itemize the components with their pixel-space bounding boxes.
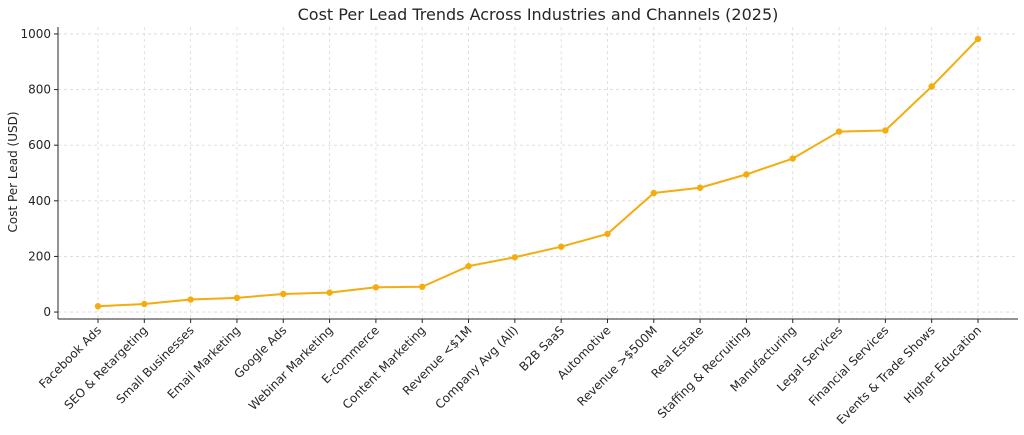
x-tick-label: Financial Services (806, 323, 892, 409)
data-point (326, 289, 333, 296)
data-point (604, 230, 611, 238)
data-point (280, 290, 287, 298)
y-axis-label: Cost Per Lead (USD) (6, 111, 20, 232)
data-point (789, 155, 796, 162)
x-tick-label: Higher Education (901, 323, 984, 406)
grid-layer (58, 27, 1018, 319)
data-point (419, 283, 426, 290)
data-point (187, 296, 194, 303)
x-tick-label: Content Marketing (340, 323, 429, 412)
data-point (882, 127, 889, 134)
chart-title: Cost Per Lead Trends Across Industries a… (298, 5, 779, 24)
x-tick-label: Staffing & Recruiting (655, 323, 753, 421)
y-tick-label: 1000 (20, 27, 51, 41)
series-cost-per-lead (94, 35, 982, 310)
x-tick-label: Revenue >$500M (574, 323, 660, 409)
y-tick-label: 0 (43, 305, 51, 319)
data-point (141, 300, 148, 308)
y-tick-label: 800 (28, 83, 51, 97)
data-point (233, 294, 241, 302)
y-tick-label: 600 (28, 138, 51, 152)
data-point (743, 171, 750, 178)
data-point (974, 35, 982, 43)
data-point (465, 262, 472, 270)
data-point (696, 184, 704, 191)
x-tick-label: Small Businesses (114, 323, 197, 406)
data-point (928, 83, 935, 90)
x-tick-label: Company Avg (All) (432, 323, 521, 412)
data-point (835, 128, 843, 135)
y-ticks: 0 200 400 600 800 1000 (20, 27, 58, 319)
data-point (557, 243, 565, 250)
y-tick-label: 400 (28, 194, 51, 208)
data-point (650, 189, 657, 197)
data-point (94, 303, 102, 310)
y-tick-label: 200 (28, 249, 51, 263)
x-tick-label: Webinar Marketing (246, 323, 336, 413)
x-tick-label: SEO & Retargeting (61, 323, 150, 412)
data-point (511, 254, 519, 261)
series-line (97, 38, 979, 308)
axes-layer (57, 27, 1018, 320)
data-point (372, 284, 380, 291)
